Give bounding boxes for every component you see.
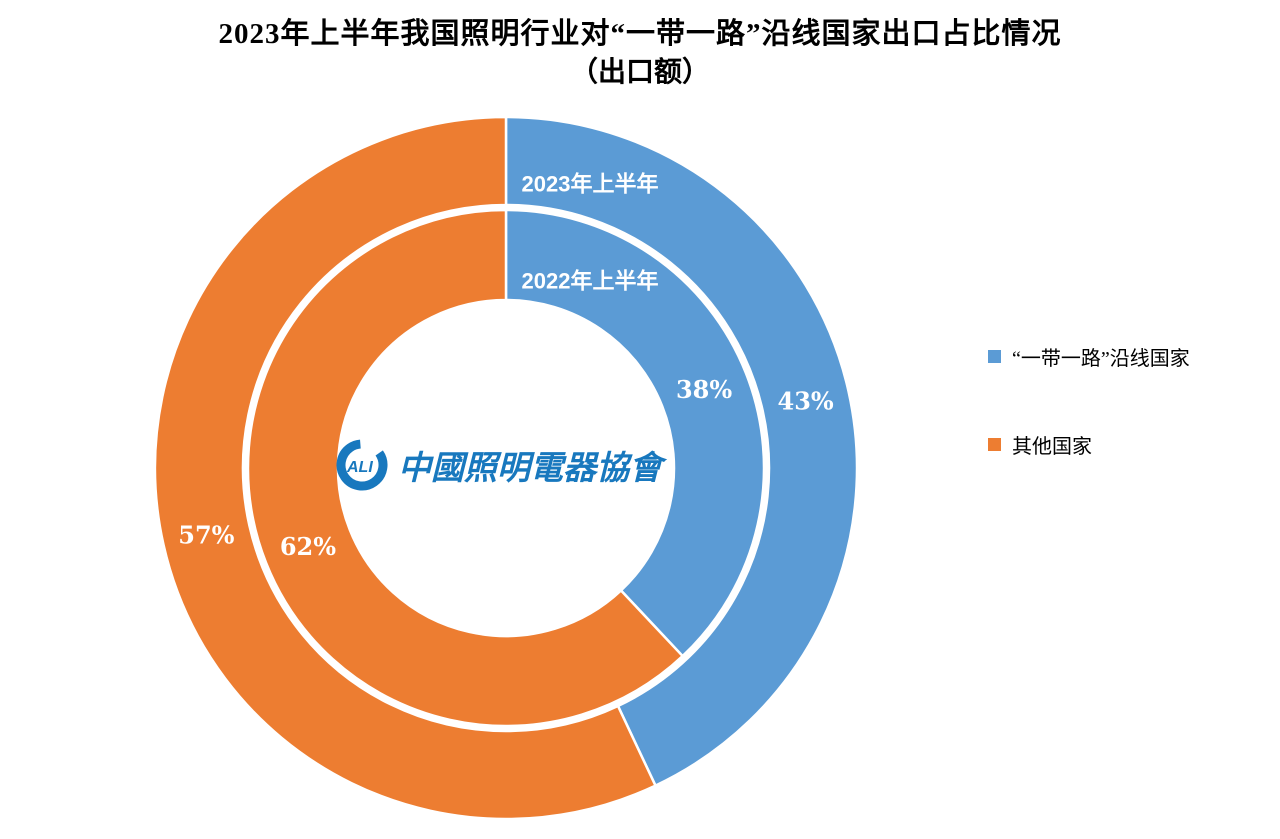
data-label-2022年上半年-“一带一路”沿线国家: 38% xyxy=(676,375,732,404)
ring-name-label-2022年上半年: 2022年上半年 xyxy=(522,269,659,294)
legend-label-belt-road: “一带一路”沿线国家 xyxy=(1012,347,1190,370)
legend-label-other-countries: 其他国家 xyxy=(1012,435,1092,458)
doughnut-segment-2023年上半年-“一带一路”沿线国家 xyxy=(504,115,859,787)
data-label-2023年上半年-“一带一路”沿线国家: 43% xyxy=(778,387,834,416)
legend-item-belt-road: “一带一路”沿线国家 xyxy=(988,346,1190,370)
legend-item-other-countries: 其他国家 xyxy=(988,434,1190,458)
doughnut-segment-2022年上半年-其他国家 xyxy=(246,208,684,728)
chart-title-line2: （出口额） xyxy=(569,57,710,88)
chart-title-line1: 2023年上半年我国照明行业对“一带一路”沿线国家出口占比情况 xyxy=(218,18,1062,50)
ring-name-label-2023年上半年: 2023年上半年 xyxy=(522,172,659,197)
doughnut-segment-2022年上半年-“一带一路”沿线国家 xyxy=(504,208,766,658)
data-label-2023年上半年-其他国家: 57% xyxy=(178,520,234,549)
doughnut-segment-2023年上半年-其他国家 xyxy=(153,115,657,821)
legend-swatch-other-countries-icon xyxy=(988,437,1001,451)
data-label-2022年上半年-其他国家: 62% xyxy=(280,532,336,561)
chart-title: 2023年上半年我国照明行业对“一带一路”沿线国家出口占比情况 （出口额） xyxy=(0,14,1280,92)
legend-swatch-belt-road-icon xyxy=(988,349,1001,363)
chart-legend: “一带一路”沿线国家 其他国家 xyxy=(988,346,1190,522)
